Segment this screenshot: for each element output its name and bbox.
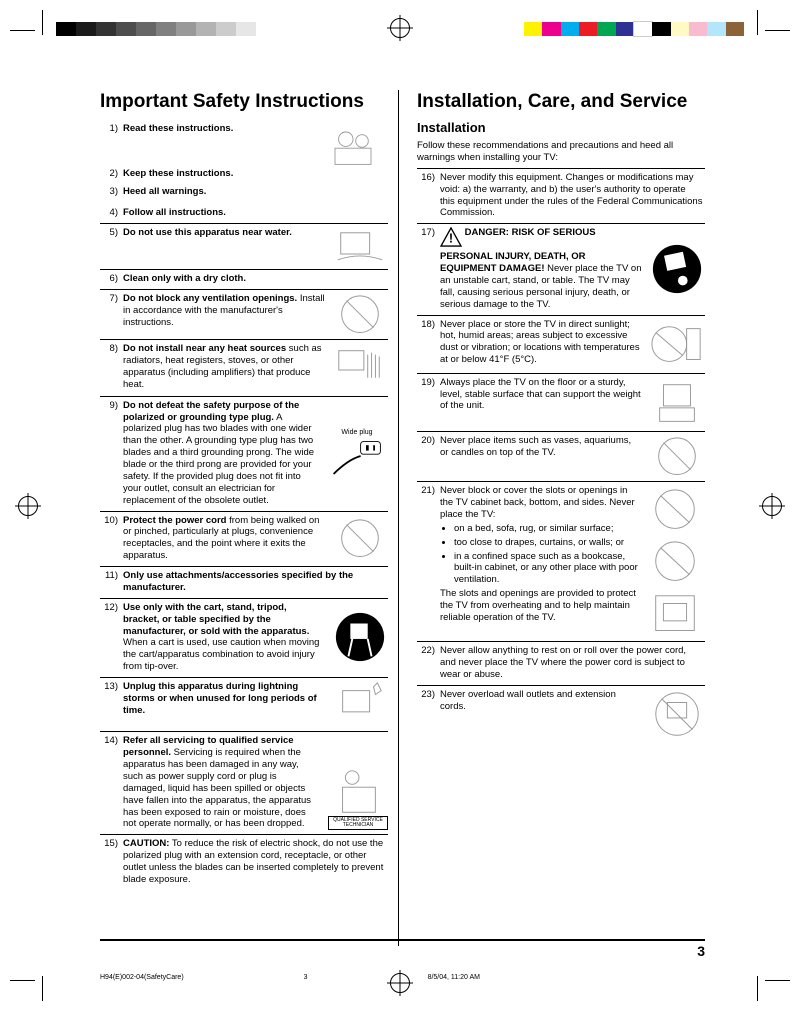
- crop-mark: [765, 30, 790, 31]
- item-number: 11): [100, 570, 118, 582]
- bullet-item: on a bed, sofa, rug, or similar surface;: [454, 523, 638, 535]
- item-number: 21): [417, 485, 435, 497]
- item-number: 20): [417, 435, 435, 447]
- illustration-icon: [649, 377, 705, 427]
- item-text: Do not block any ventilation openings. I…: [123, 293, 327, 329]
- plug-caption: Wide plug: [341, 429, 372, 438]
- item-number: 16): [417, 172, 435, 184]
- page-number: 3: [100, 939, 705, 959]
- registration-mark-icon: [18, 496, 38, 516]
- illustration-icon: [332, 343, 388, 391]
- illustration-icon: [645, 485, 705, 637]
- item-number: 15): [100, 838, 118, 850]
- registration-mark-icon: [762, 496, 782, 516]
- item-text: Use only with the cart, stand, tripod, b…: [123, 602, 327, 673]
- item-number: 8): [100, 343, 118, 355]
- item-number: 1): [100, 123, 118, 135]
- illustration-icon: [649, 319, 705, 369]
- crop-mark: [757, 10, 758, 35]
- illustration-icon: [332, 681, 388, 727]
- footer-date: 8/5/04, 11:20 AM: [428, 974, 480, 981]
- illustration-icon: [318, 123, 388, 168]
- item-number: 2): [100, 168, 118, 180]
- item-number: 18): [417, 319, 435, 331]
- technician-badge: QUALIFIED SERVICE TECHNICIAN: [328, 816, 388, 830]
- illustration-icon: Wide plug: [326, 400, 388, 507]
- item-text: Read these instructions.: [123, 123, 313, 135]
- item-number: 4): [100, 207, 118, 219]
- item-text: Refer all servicing to qualified service…: [123, 735, 323, 830]
- left-column: Important Safety Instructions 1) Read th…: [100, 90, 399, 946]
- item-number: 22): [417, 645, 435, 657]
- item-number: 6): [100, 273, 118, 285]
- item-text: Only use attachments/accessories specifi…: [123, 570, 388, 594]
- item-text: Heed all warnings.: [123, 186, 388, 198]
- crop-mark: [10, 30, 35, 31]
- install-intro: Follow these recommendations and precaut…: [417, 137, 705, 169]
- item-number: 9): [100, 400, 118, 412]
- item-number: 19): [417, 377, 435, 389]
- item-text: Never allow anything to rest on or roll …: [440, 645, 705, 681]
- item-number: 13): [100, 681, 118, 693]
- item-text: Follow all instructions.: [123, 207, 388, 219]
- item-text: Unplug this apparatus during lightning s…: [123, 681, 327, 717]
- footer-page: 3: [304, 974, 308, 981]
- crop-mark: [42, 10, 43, 35]
- illustration-icon: [332, 227, 388, 266]
- footer-doc: H94(E)002-04(SafetyCare): [100, 974, 184, 981]
- warning-triangle-icon: !: [440, 227, 462, 251]
- crop-mark: [10, 980, 35, 981]
- item-text: Never place items such as vases, aquariu…: [440, 435, 644, 459]
- illustration-icon: QUALIFIED SERVICE TECHNICIAN: [328, 735, 388, 830]
- item-number: 23): [417, 689, 435, 701]
- bullet-item: in a confined space such as a bookcase, …: [454, 551, 638, 587]
- item-text: Always place the TV on the floor or a st…: [440, 377, 644, 413]
- item-text: CAUTION: To reduce the risk of electric …: [123, 838, 388, 886]
- illustration-icon: [649, 227, 705, 310]
- svg-text:!: !: [449, 231, 453, 246]
- item-number: 10): [100, 515, 118, 527]
- item-number: 3): [100, 186, 118, 198]
- registration-mark-icon: [390, 18, 410, 38]
- install-subtitle: Installation: [417, 120, 705, 136]
- illustration-icon: [332, 602, 388, 673]
- page-content: Important Safety Instructions 1) Read th…: [100, 90, 705, 946]
- item-text: Clean only with a dry cloth.: [123, 273, 388, 285]
- colorbar-color: [524, 22, 744, 36]
- item-number: 14): [100, 735, 118, 747]
- item-number: 12): [100, 602, 118, 614]
- illustration-icon: [332, 293, 388, 335]
- crop-mark: [765, 980, 790, 981]
- safety-title: Important Safety Instructions: [100, 90, 388, 114]
- item-number: 5): [100, 227, 118, 239]
- item-number: 7): [100, 293, 118, 305]
- item-number: 17): [417, 227, 435, 239]
- crop-mark: [42, 976, 43, 1001]
- item-text: Never block or cover the slots or openin…: [440, 485, 640, 624]
- item-text: Do not defeat the safety purpose of the …: [123, 400, 321, 507]
- item-text: Never place or store the TV in direct su…: [440, 319, 644, 367]
- illustration-icon: [649, 435, 705, 477]
- install-title: Installation, Care, and Service: [417, 90, 705, 114]
- item-text: Do not install near any heat sources suc…: [123, 343, 327, 391]
- item-text: ! DANGER: RISK OF SERIOUS PERSONAL INJUR…: [440, 227, 644, 310]
- colorbar-grayscale: [56, 22, 256, 36]
- item-text: Keep these instructions.: [123, 168, 388, 180]
- illustration-icon: [332, 515, 388, 563]
- item-text: Never overload wall outlets and extensio…: [440, 689, 644, 713]
- illustration-icon: [649, 689, 705, 739]
- item-text: Do not use this apparatus near water.: [123, 227, 327, 239]
- crop-mark: [757, 976, 758, 1001]
- bullet-list: on a bed, sofa, rug, or similar surface;…: [440, 523, 638, 586]
- bullet-item: too close to drapes, curtains, or walls;…: [454, 537, 638, 549]
- item-text: Protect the power cord from being walked…: [123, 515, 327, 563]
- print-footer: H94(E)002-04(SafetyCare) 3 8/5/04, 11:20…: [100, 974, 480, 981]
- right-column: Installation, Care, and Service Installa…: [417, 90, 705, 946]
- item-text: Never modify this equipment. Changes or …: [440, 172, 705, 220]
